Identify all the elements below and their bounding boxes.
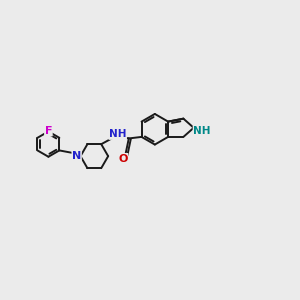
Text: N: N bbox=[72, 151, 81, 161]
Text: NH: NH bbox=[193, 126, 211, 136]
Text: NH: NH bbox=[109, 129, 127, 139]
Text: O: O bbox=[118, 154, 128, 164]
Text: F: F bbox=[45, 126, 52, 136]
